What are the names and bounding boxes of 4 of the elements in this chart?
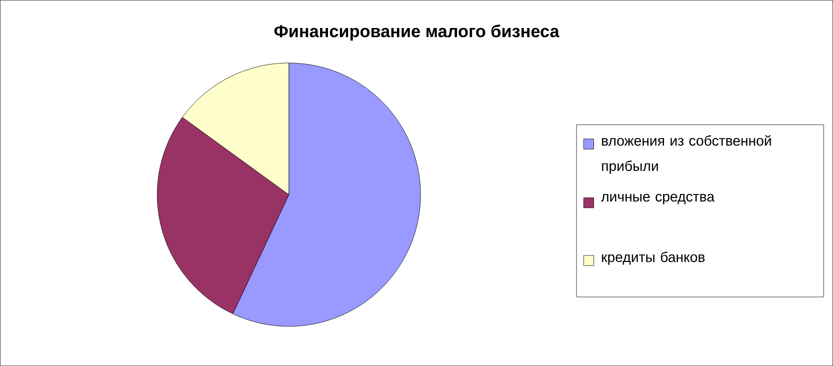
legend-label: личные средства [601,194,715,204]
legend-label: кредиты банков [602,252,705,265]
chart-title: Финансирование малого бизнеса [274,24,560,41]
legend-label: вложения из собственной прибыли [602,135,771,174]
